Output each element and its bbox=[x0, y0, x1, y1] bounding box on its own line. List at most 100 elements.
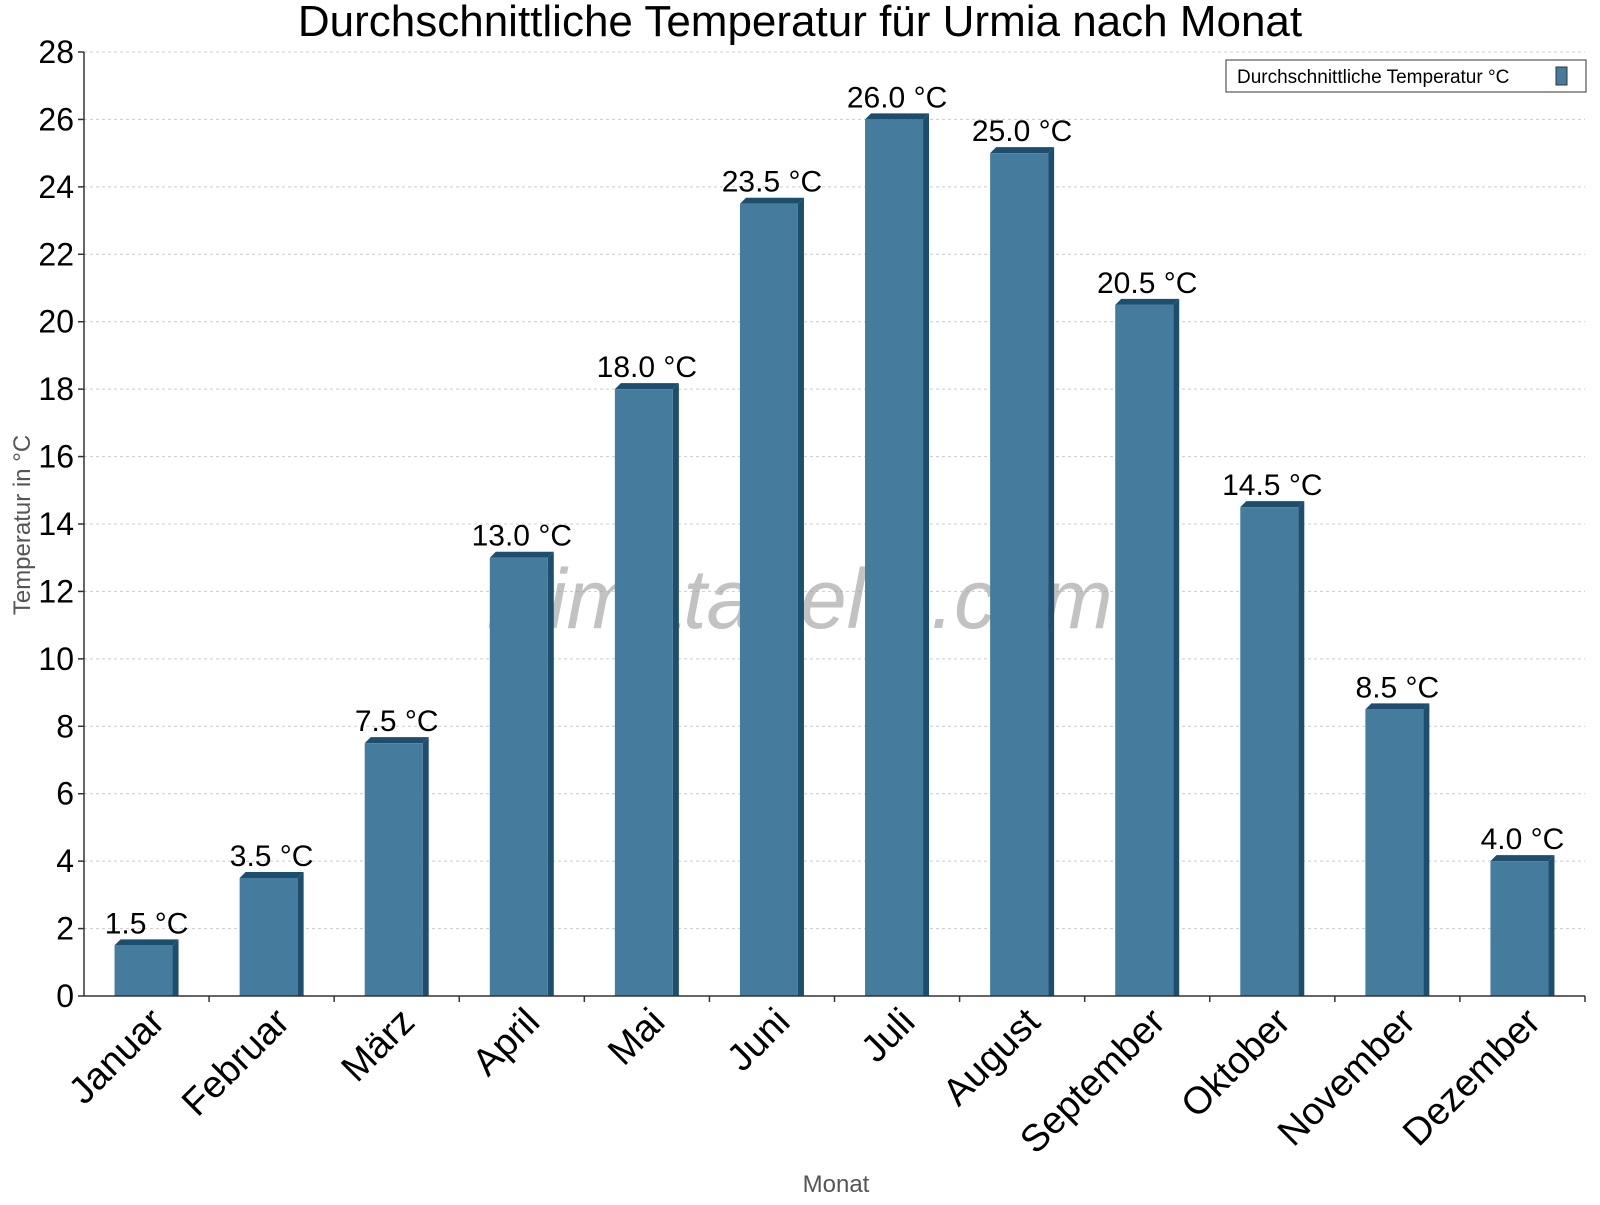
y-tick-label: 2 bbox=[56, 911, 74, 947]
grid-lines bbox=[84, 51, 1585, 930]
bar-side bbox=[797, 197, 804, 996]
bar-september bbox=[1115, 298, 1180, 996]
bar-top bbox=[614, 383, 679, 390]
bar-august bbox=[990, 147, 1055, 997]
y-axis-label: Temperatur in °C bbox=[9, 435, 36, 615]
bar-april bbox=[489, 551, 554, 996]
y-tick-label: 4 bbox=[56, 843, 74, 879]
x-tick-label: Oktober bbox=[1173, 1000, 1299, 1126]
bar-front bbox=[865, 119, 924, 996]
bar-top bbox=[114, 939, 179, 946]
bar-februar bbox=[239, 872, 304, 996]
x-tick-label: April bbox=[465, 1001, 548, 1084]
data-label: 18.0 °C bbox=[597, 351, 697, 384]
bar-juli bbox=[865, 113, 930, 996]
bar-side bbox=[547, 551, 554, 996]
bar-side bbox=[172, 939, 179, 996]
x-axis-label: Monat bbox=[803, 1171, 870, 1198]
bar-top bbox=[239, 872, 304, 878]
bar-top bbox=[364, 737, 429, 744]
bar-side bbox=[923, 113, 930, 996]
bar-top bbox=[489, 551, 554, 558]
bar-side bbox=[1298, 501, 1305, 996]
data-label: 25.0 °C bbox=[972, 115, 1072, 148]
bar-märz bbox=[364, 737, 429, 996]
data-label: 20.5 °C bbox=[1097, 267, 1197, 300]
bar-front bbox=[239, 878, 298, 996]
y-tick-label: 28 bbox=[38, 34, 74, 70]
data-label: 23.5 °C bbox=[722, 166, 822, 199]
bar-side bbox=[1548, 855, 1555, 996]
bar-side bbox=[1173, 298, 1180, 996]
bar-front bbox=[1490, 861, 1549, 996]
data-label: 1.5 °C bbox=[105, 907, 189, 940]
y-tick-label: 6 bbox=[56, 776, 74, 812]
x-tick-label: Dezember bbox=[1395, 1000, 1549, 1154]
bar-januar bbox=[114, 939, 179, 996]
x-tick-label: Mai bbox=[600, 1001, 673, 1074]
y-tick-label: 16 bbox=[38, 439, 74, 475]
data-label: 13.0 °C bbox=[472, 520, 572, 553]
y-tick-label: 22 bbox=[38, 236, 74, 272]
bar-front bbox=[1240, 507, 1299, 996]
axes bbox=[78, 51, 1586, 1002]
x-tick-label: Februar bbox=[174, 1000, 298, 1124]
bar-top bbox=[1490, 855, 1555, 862]
bar-front bbox=[489, 557, 548, 996]
data-label: 14.5 °C bbox=[1222, 469, 1322, 502]
bar-oktober bbox=[1240, 501, 1305, 996]
x-tick-label: März bbox=[334, 1001, 423, 1090]
y-tick-label: 0 bbox=[56, 978, 74, 1014]
y-tick-label: 14 bbox=[38, 506, 74, 542]
bar-front bbox=[114, 945, 173, 996]
bar-top bbox=[990, 147, 1055, 154]
bar-juni bbox=[739, 197, 804, 996]
legend-label: Durchschnittliche Temperatur °C bbox=[1237, 67, 1509, 88]
data-labels: 1.5 °C 3.5 °C 7.5 °C 13.0 °C 18.0 °C 23.5 °C 2… bbox=[105, 81, 1565, 940]
bar-top bbox=[739, 197, 804, 204]
data-label: 8.5 °C bbox=[1356, 671, 1440, 704]
bar-front bbox=[739, 203, 798, 996]
bar-front bbox=[1115, 304, 1174, 996]
data-label: 4.0 °C bbox=[1481, 823, 1565, 856]
legend-swatch bbox=[1555, 66, 1568, 86]
bar-side bbox=[422, 737, 429, 996]
x-tick-label: Juni bbox=[719, 1001, 798, 1080]
y-tick-label: 10 bbox=[38, 641, 74, 677]
bar-front bbox=[364, 743, 423, 996]
legend-box bbox=[1225, 59, 1587, 93]
y-tick-label: 8 bbox=[56, 708, 74, 744]
bar-side bbox=[297, 872, 304, 996]
y-tick-label: 24 bbox=[38, 169, 74, 205]
data-label: 7.5 °C bbox=[355, 705, 439, 738]
chart-title: Durchschnittliche Temperatur für Urmia n… bbox=[298, 0, 1302, 46]
bar-front bbox=[990, 153, 1049, 997]
x-tick-label: Januar bbox=[61, 1000, 173, 1112]
bar-front bbox=[1365, 709, 1424, 996]
data-label: 3.5 °C bbox=[230, 840, 314, 873]
y-tick-label: 18 bbox=[38, 371, 74, 407]
bar-side bbox=[1048, 147, 1055, 997]
bar-mai bbox=[614, 383, 679, 997]
bar-top bbox=[1365, 703, 1430, 710]
data-label: 26.0 °C bbox=[847, 81, 947, 114]
bar-side bbox=[1423, 703, 1430, 996]
bar-top bbox=[1240, 501, 1305, 508]
bar-top bbox=[1115, 298, 1180, 305]
y-tick-label: 26 bbox=[38, 101, 74, 137]
y-tick-label: 20 bbox=[38, 304, 74, 340]
bar-side bbox=[672, 383, 679, 997]
bar-top bbox=[865, 113, 930, 120]
x-tick-label: August bbox=[935, 1000, 1049, 1114]
bar-november bbox=[1365, 703, 1430, 996]
bars bbox=[114, 113, 1555, 997]
x-tick-labels: Januar Februar März April Mai Juni Juli AugustS… bbox=[61, 1000, 1549, 1161]
y-tick-label: 12 bbox=[38, 573, 74, 609]
bar-dezember bbox=[1490, 855, 1555, 996]
legend: Durchschnittliche Temperatur °C bbox=[1225, 59, 1587, 93]
bar-front bbox=[614, 389, 673, 997]
x-tick-label: Juli bbox=[853, 1001, 923, 1071]
